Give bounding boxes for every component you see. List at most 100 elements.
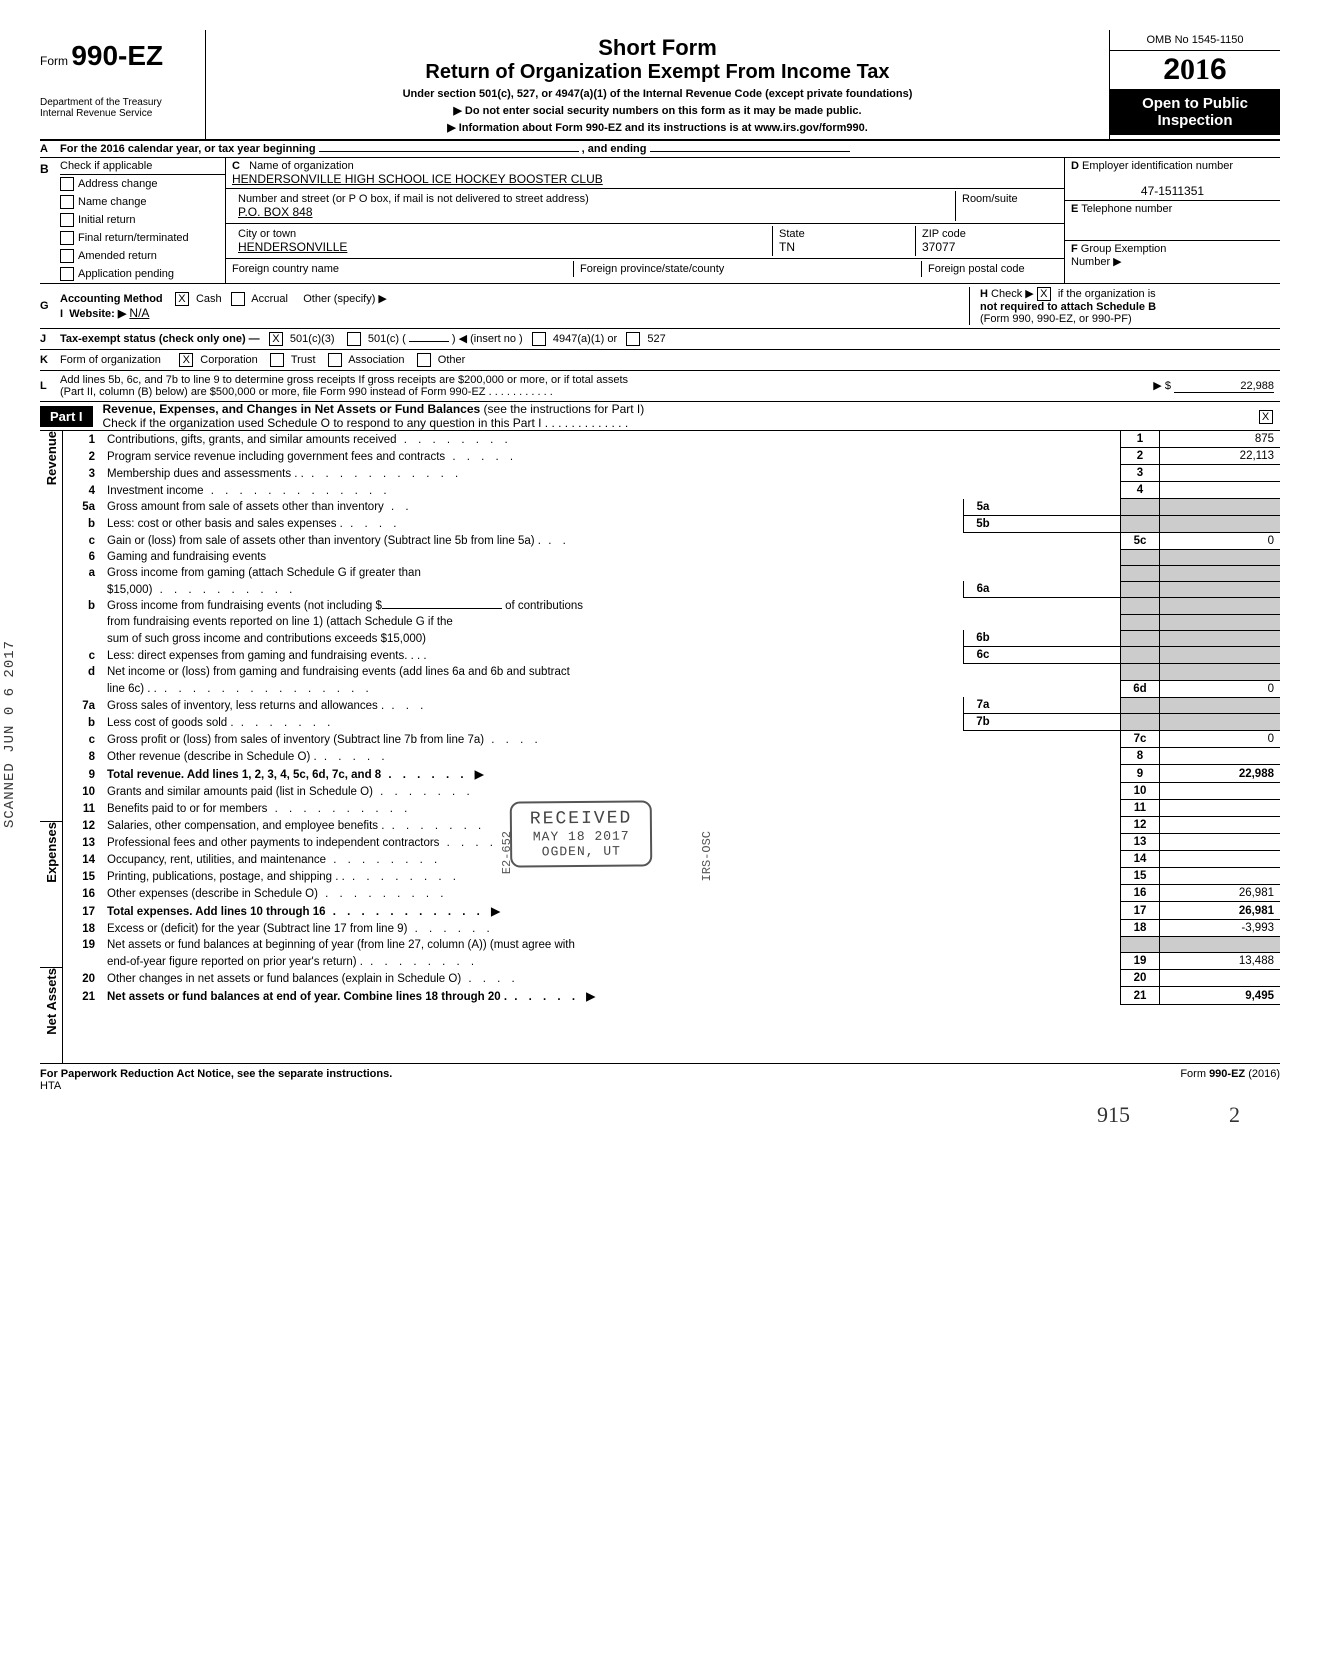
- row-g-content: Accounting Method X Cash Accrual Other (…: [60, 292, 969, 320]
- line-2: 2Program service revenue including gover…: [63, 448, 1280, 465]
- accrual-label: Accrual: [251, 293, 288, 305]
- line-4: 4Investment income . . . . . . . . . . .…: [63, 482, 1280, 499]
- row-k: K Form of organization X Corporation Tru…: [40, 350, 1280, 371]
- line-19-1: 19Net assets or fund balances at beginni…: [63, 937, 1280, 953]
- paperwork-notice: For Paperwork Reduction Act Notice, see …: [40, 1068, 392, 1080]
- trust-label: Trust: [291, 354, 316, 366]
- omb-number: OMB No 1545-1150: [1110, 30, 1280, 51]
- check-trust[interactable]: [270, 353, 284, 367]
- h-text2: if the organization is: [1058, 288, 1156, 300]
- check-corporation[interactable]: X: [179, 353, 193, 367]
- city-value: HENDERSONVILLE: [238, 240, 347, 254]
- line-7c: cGross profit or (loss) from sales of in…: [63, 731, 1280, 748]
- lines-area: 1Contributions, gifts, grants, and simil…: [63, 431, 1280, 1063]
- check-association[interactable]: [328, 353, 342, 367]
- phone-row: E Telephone number: [1065, 201, 1280, 241]
- h-text3: not required to attach Schedule B: [980, 301, 1156, 313]
- check-schedule-b[interactable]: X: [1037, 287, 1051, 301]
- ein-value: 47-1511351: [1071, 184, 1274, 198]
- tax-year: 2016: [1110, 51, 1280, 89]
- check-header: Check if applicable: [60, 158, 225, 175]
- f-text2: Number ▶: [1071, 256, 1122, 268]
- line-6c: cLess: direct expenses from gaming and f…: [63, 647, 1280, 664]
- other-org-label: Other: [438, 354, 466, 366]
- part1-check-text: Check if the organization used Schedule …: [103, 416, 542, 430]
- f-text: Group Exemption: [1081, 243, 1167, 255]
- row-j: J Tax-exempt status (check only one) — X…: [40, 329, 1280, 350]
- line-17: 17Total expenses. Add lines 10 through 1…: [63, 902, 1280, 920]
- row-g: G Accounting Method X Cash Accrual Other…: [40, 284, 1280, 329]
- side-revenue: Revenue: [40, 431, 63, 821]
- line-6: 6Gaming and fundraising events: [63, 549, 1280, 565]
- label-f: F: [1071, 243, 1078, 255]
- line-6b-2: from fundraising events reported on line…: [63, 614, 1280, 630]
- received-stamp: RECEIVED MAY 18 2017 OGDEN, UT: [510, 801, 653, 868]
- check-initial-return[interactable]: Initial return: [60, 211, 225, 229]
- part1-checkbox[interactable]: X: [1255, 409, 1280, 424]
- inspect-line2: Inspection: [1114, 112, 1276, 129]
- h-text4: (Form 990, 990-EZ, or 990-PF): [980, 313, 1132, 325]
- ein-row: D Employer identification number 47-1511…: [1065, 158, 1280, 201]
- l-amount-value: 22,988: [1174, 380, 1274, 393]
- org-name-row: C Name of organization HENDERSONVILLE HI…: [226, 158, 1064, 189]
- check-other-org[interactable]: [417, 353, 431, 367]
- part1-body: Revenue Expenses Net Assets 1Contributio…: [40, 431, 1280, 1063]
- year-mid: 01: [1180, 53, 1210, 86]
- zip-label: ZIP code: [922, 228, 966, 240]
- check-address-change[interactable]: Address change: [60, 175, 225, 193]
- line-13: 13Professional fees and other payments t…: [63, 834, 1280, 851]
- check-label-0: Address change: [78, 178, 158, 190]
- check-application-pending[interactable]: Application pending: [60, 265, 225, 283]
- line-15: 15Printing, publications, postage, and s…: [63, 868, 1280, 885]
- org-name: HENDERSONVILLE HIGH SCHOOL ICE HOCKEY BO…: [232, 172, 603, 186]
- line-19-2: end-of-year figure reported on prior yea…: [63, 953, 1280, 970]
- part1-sub: (see the instructions for Part I): [484, 402, 645, 416]
- row-l-amount: ▶ $ 22,988: [1114, 379, 1280, 393]
- line-6a-2: $15,000) . . . . . . . . . . 6a: [63, 581, 1280, 598]
- addr-label: Number and street (or P O box, if mail i…: [238, 193, 589, 205]
- line-6b-3: sum of such gross income and contributio…: [63, 630, 1280, 647]
- title-block: Short Form Return of Organization Exempt…: [206, 30, 1109, 139]
- row-k-content: Form of organization X Corporation Trust…: [60, 353, 1280, 367]
- check-527[interactable]: [626, 332, 640, 346]
- l-text2: (Part II, column (B) below) are $500,000…: [60, 386, 486, 398]
- line-10: 10Grants and similar amounts paid (list …: [63, 783, 1280, 800]
- foreign-province: Foreign province/state/county: [573, 261, 921, 277]
- check-label-5: Application pending: [78, 268, 174, 280]
- form-header: Form 990-EZ Department of the Treasury I…: [40, 30, 1280, 141]
- stamp-side-left: E2-652: [500, 831, 514, 874]
- line-6d-2: line 6c) . . . . . . . . . . . . . . . .…: [63, 680, 1280, 697]
- line-9: 9Total revenue. Add lines 1, 2, 3, 4, 5c…: [63, 765, 1280, 783]
- section-b: B Check if applicable Address change Nam…: [40, 158, 1280, 284]
- subtitle-1: Under section 501(c), 527, or 4947(a)(1)…: [216, 88, 1099, 100]
- title-return: Return of Organization Exempt From Incom…: [216, 61, 1099, 84]
- city-row: City or town HENDERSONVILLE State TN ZIP…: [226, 224, 1064, 259]
- check-name-change[interactable]: Name change: [60, 193, 225, 211]
- corp-label: Corporation: [200, 354, 257, 366]
- stamp-received: RECEIVED: [530, 809, 633, 830]
- check-final-return[interactable]: Final return/terminated: [60, 229, 225, 247]
- label-d: D: [1071, 160, 1079, 172]
- opt-501c-b: ) ◀ (insert no ): [452, 333, 523, 345]
- line-11: 11Benefits paid to or for members . . . …: [63, 800, 1280, 817]
- check-accrual[interactable]: [231, 292, 245, 306]
- check-cash[interactable]: X: [175, 292, 189, 306]
- check-501c[interactable]: [347, 332, 361, 346]
- zip-value: 37077: [922, 240, 955, 254]
- row-h: H Check ▶ X if the organization is not r…: [969, 287, 1280, 325]
- j-text: Tax-exempt status (check only one) —: [60, 333, 260, 345]
- check-4947[interactable]: [532, 332, 546, 346]
- check-501c3[interactable]: X: [269, 332, 283, 346]
- row-j-content: Tax-exempt status (check only one) — X 5…: [60, 332, 1280, 346]
- label-h: H: [980, 288, 988, 300]
- check-amended-return[interactable]: Amended return: [60, 247, 225, 265]
- label-a: A: [40, 143, 60, 155]
- form-word: Form: [40, 54, 68, 68]
- line-14: 14Occupancy, rent, utilities, and mainte…: [63, 851, 1280, 868]
- line-6a-1: aGross income from gaming (attach Schedu…: [63, 565, 1280, 581]
- stamp-location: OGDEN, UT: [530, 844, 633, 860]
- side-labels: Revenue Expenses Net Assets: [40, 431, 63, 1063]
- inspect-line1: Open to Public: [1114, 95, 1276, 112]
- c-text: Name of organization: [249, 160, 354, 172]
- line-8: 8Other revenue (describe in Schedule O) …: [63, 748, 1280, 765]
